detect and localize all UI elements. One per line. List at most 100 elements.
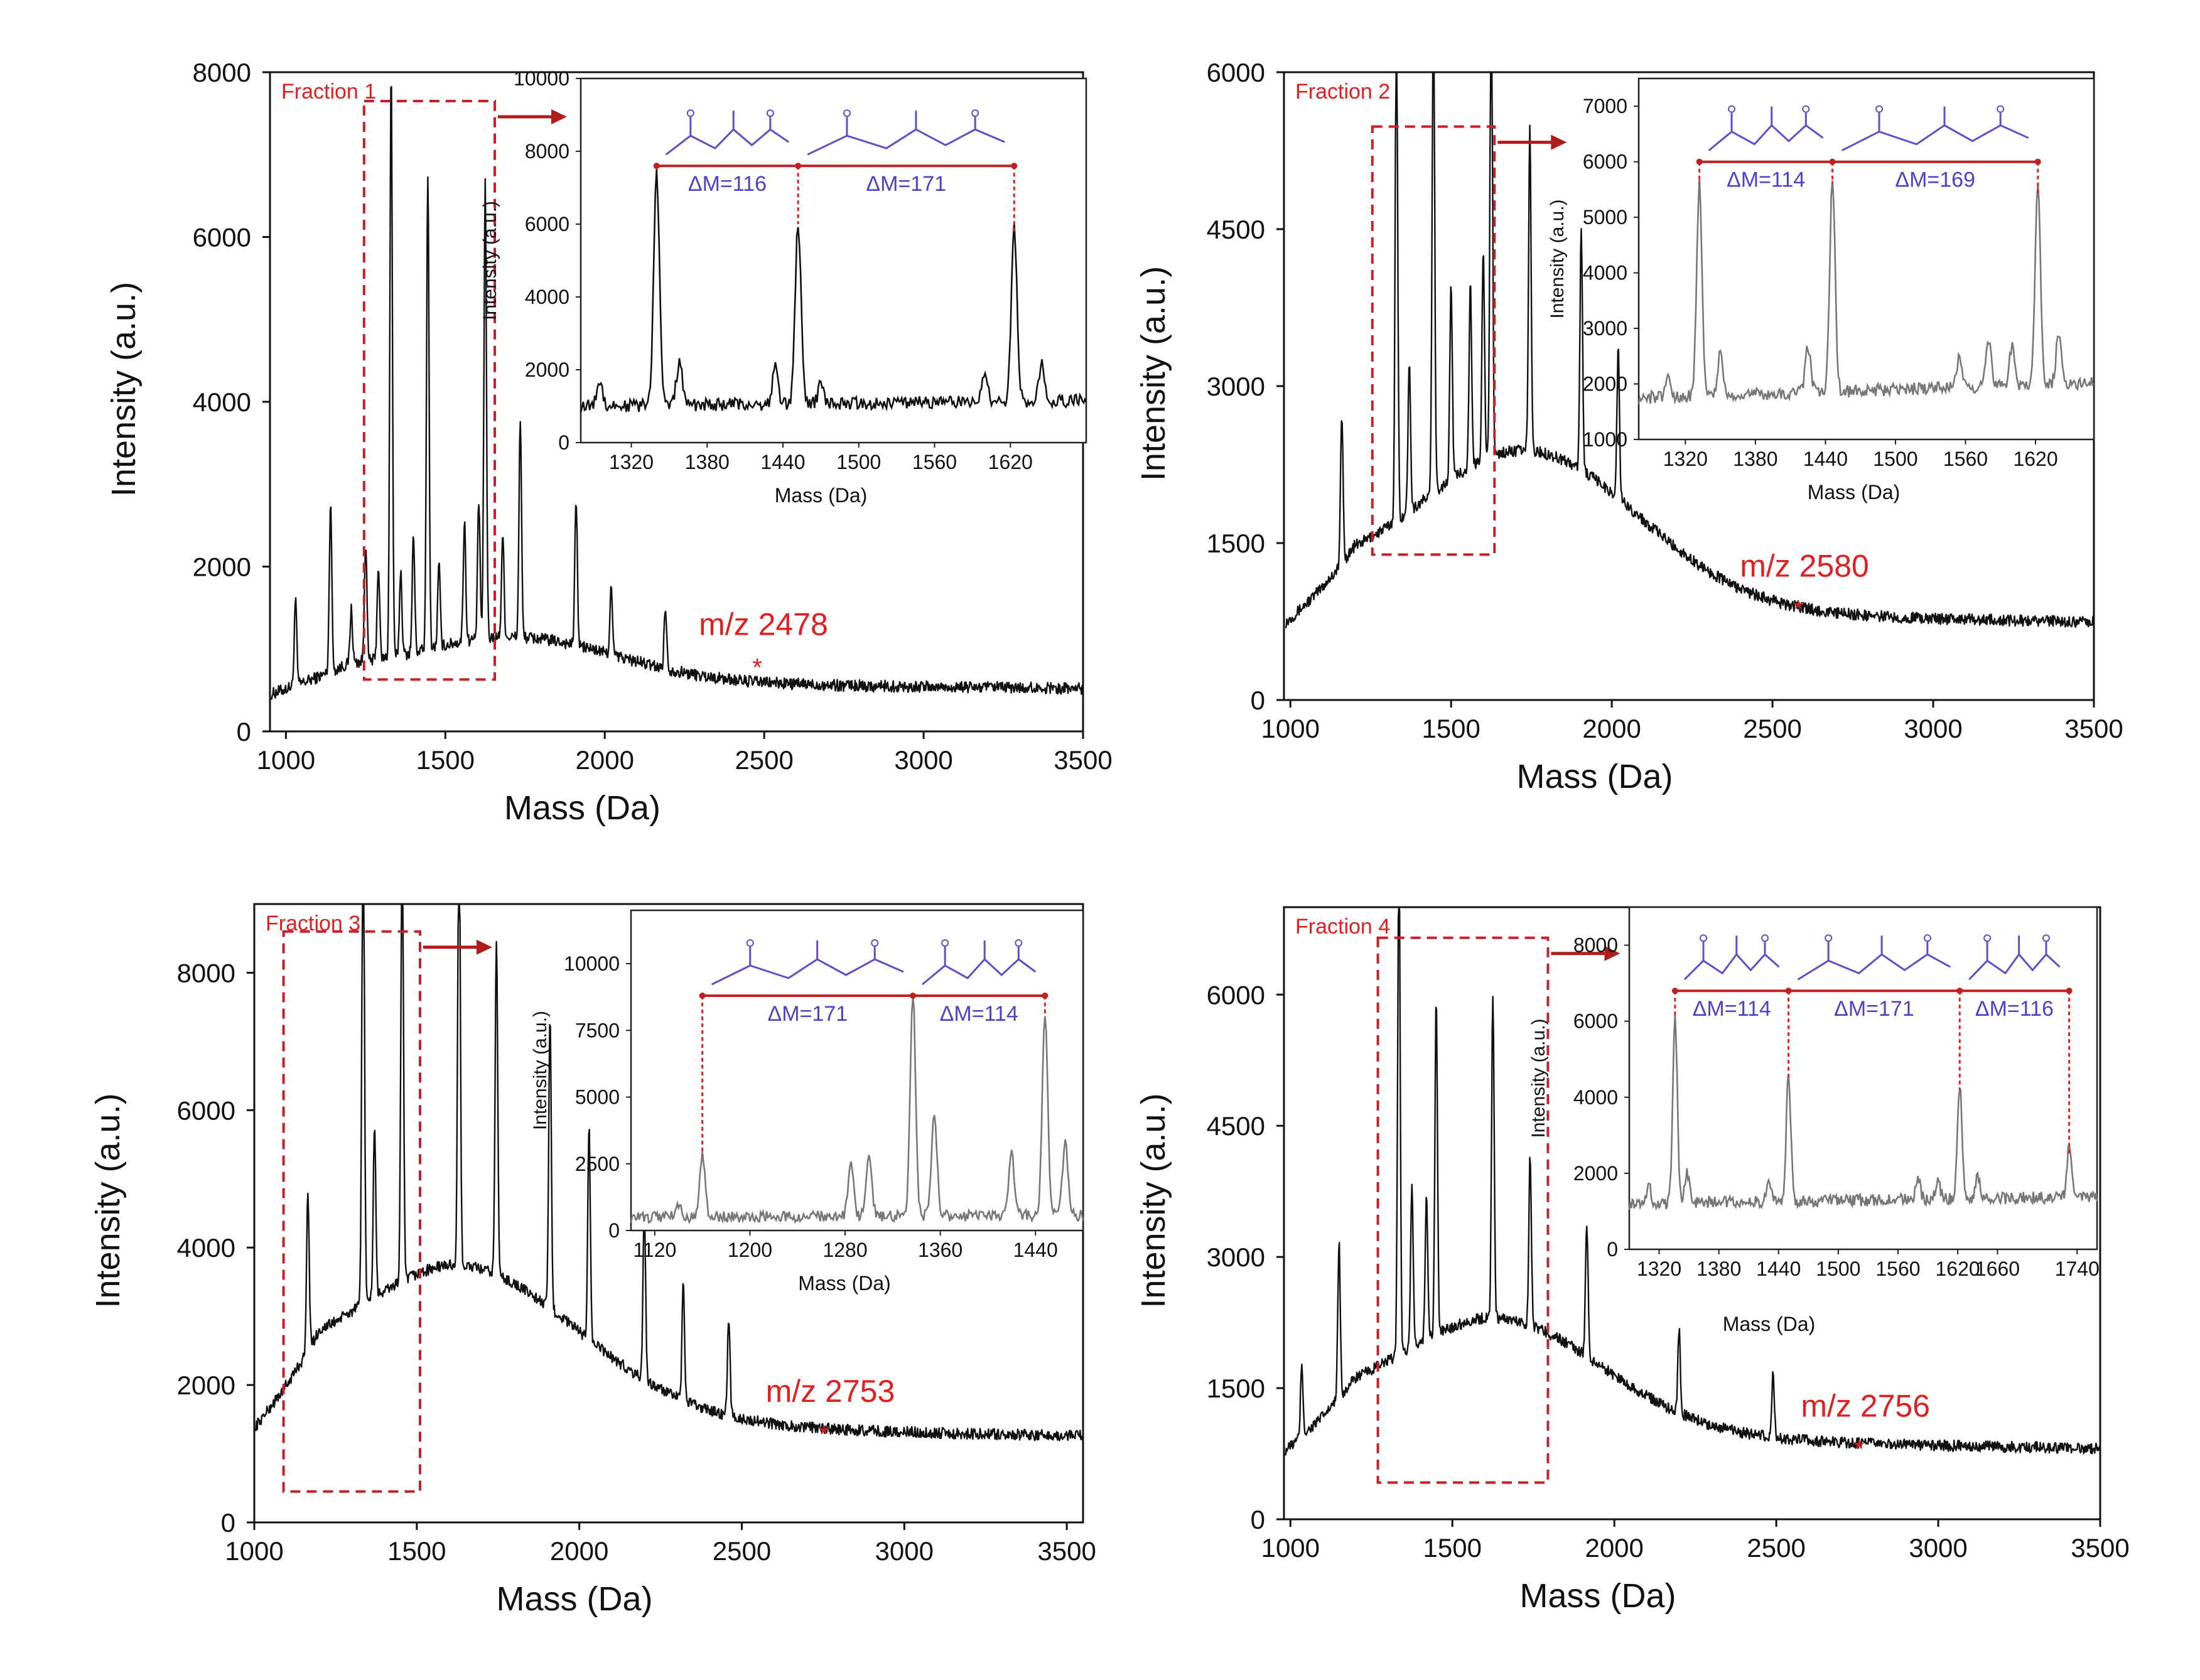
inset-x-tick-label: 1320 xyxy=(609,451,654,473)
x-tick-label: 3000 xyxy=(875,1536,934,1566)
x-axis-label: Mass (Da) xyxy=(1516,758,1673,795)
delta-node xyxy=(1042,993,1049,999)
inset-y-tick-label: 4000 xyxy=(1573,1086,1618,1109)
y-tick-label: 1500 xyxy=(1207,529,1265,558)
structure-atom xyxy=(1825,934,1833,942)
inset-x-tick-label: 1620 xyxy=(988,451,1033,473)
x-tick-label: 3000 xyxy=(1904,714,1962,743)
delta-node xyxy=(795,163,802,170)
y-tick-label: 3000 xyxy=(1207,1242,1265,1272)
inset-arrow-head xyxy=(477,939,492,955)
x-tick-label: 2000 xyxy=(576,745,634,775)
fraction-box xyxy=(1376,936,1550,1484)
fraction-box xyxy=(362,99,497,681)
panel-bottom-right: 1000 1500 2000 2500 3000 3500 0 1500 3000 4500 600… xyxy=(1135,906,2130,1615)
inset-x-tick-label: 1740 xyxy=(2055,1257,2100,1280)
y-axis-label: Intensity (a.u.) xyxy=(1135,266,1172,481)
inset-y-tick-label: 0 xyxy=(608,1219,620,1242)
x-tick-label: 1000 xyxy=(257,745,315,775)
y-tick-label: 2000 xyxy=(193,552,251,582)
inset-y-tick-label: 6000 xyxy=(1583,151,1627,173)
mz-annotation: m/z 2753 xyxy=(766,1374,895,1409)
structure-atom xyxy=(843,109,851,117)
inset-x-tick-label: 1320 xyxy=(1663,448,1708,470)
delta-node xyxy=(1829,158,1836,165)
fraction-label: Fraction 4 xyxy=(1295,915,1390,939)
inset-y-axis-label: Intensity (a.u.) xyxy=(480,201,500,320)
inset-top-right: 1320 1380 1440 1500 1560 1620 1000 2000 3000 4000… xyxy=(1547,77,2095,503)
inset-y-tick-label: 6000 xyxy=(1573,1010,1618,1033)
delta-node xyxy=(2066,988,2073,994)
inset-x-tick-label: 1620 xyxy=(1935,1257,1980,1280)
x-axis-label: Mass (Da) xyxy=(496,1580,652,1618)
delta-node xyxy=(2034,158,2041,165)
delta-mass-label: ΔM=169 xyxy=(1895,168,1975,192)
delta-mass-label: ΔM=114 xyxy=(1693,997,1771,1021)
fraction-label: Fraction 3 xyxy=(266,912,360,935)
inset-y-tick-label: 8000 xyxy=(1573,934,1618,957)
y-tick-label: 4500 xyxy=(1207,215,1265,244)
y-tick-label: 6000 xyxy=(1207,58,1265,87)
x-tick-label: 1500 xyxy=(416,745,475,775)
inset-y-tick-label: 5000 xyxy=(1583,206,1627,229)
inset-y-tick-label: 3000 xyxy=(1583,317,1627,340)
inset-y-tick-label: 4000 xyxy=(1583,262,1627,284)
x-tick-label: 3500 xyxy=(2064,714,2123,743)
y-tick-label: 6000 xyxy=(193,223,251,252)
inset-spectrum xyxy=(630,997,1084,1225)
delta-mass-label: ΔM=171 xyxy=(1834,997,1914,1021)
x-tick-label: 1500 xyxy=(1421,714,1480,743)
structure-atom xyxy=(871,939,879,947)
delta-node xyxy=(1671,988,1678,994)
structure-atom xyxy=(1015,939,1023,947)
y-tick-label: 0 xyxy=(237,717,251,746)
inset-y-tick-label: 0 xyxy=(558,431,569,454)
inset-y-tick-label: 0 xyxy=(1607,1238,1618,1261)
y-tick-label: 3000 xyxy=(1207,372,1265,401)
x-tick-label: 3000 xyxy=(1909,1533,1967,1563)
y-tick-label: 0 xyxy=(221,1508,235,1537)
inset-y-tick-label: 7000 xyxy=(1583,95,1627,117)
inset-y-tick-label: 8000 xyxy=(525,140,569,163)
y-axis-label: Intensity (a.u.) xyxy=(89,1093,127,1308)
structure-atom xyxy=(766,109,774,117)
delta-mass-label: ΔM=171 xyxy=(768,1002,848,1026)
mz-annotation: m/z 2478 xyxy=(699,607,828,642)
inset-x-tick-label: 1440 xyxy=(1803,448,1848,470)
delta-mass-label: ΔM=116 xyxy=(688,172,767,196)
inset-x-tick-label: 1440 xyxy=(1756,1257,1801,1280)
fraction-label: Fraction 2 xyxy=(1295,80,1390,104)
x-tick-label: 2000 xyxy=(550,1536,608,1566)
inset-x-tick-label: 1380 xyxy=(685,451,730,473)
inset-x-tick-label: 1360 xyxy=(918,1239,962,1261)
inset-x-tick-label: 1500 xyxy=(836,451,881,473)
x-tick-label: 2000 xyxy=(1582,714,1641,743)
x-tick-label: 1500 xyxy=(387,1536,446,1566)
inset-y-tick-label: 10000 xyxy=(514,67,569,90)
inset-x-axis-label: Mass (Da) xyxy=(1808,481,1901,503)
delta-node xyxy=(1011,163,1018,170)
x-tick-label: 3500 xyxy=(2071,1533,2129,1563)
x-axis-label: Mass (Da) xyxy=(504,789,661,827)
structure-atom xyxy=(1761,934,1769,942)
inset-x-tick-label: 1500 xyxy=(1873,448,1917,470)
inset-x-tick-label: 1200 xyxy=(728,1239,772,1261)
inset-frame xyxy=(580,77,1087,444)
inset-x-tick-label: 1320 xyxy=(1637,1257,1681,1280)
inset-y-tick-label: 6000 xyxy=(525,213,569,235)
mz-marker: * xyxy=(819,1421,829,1448)
inset-y-axis-label: Intensity (a.u.) xyxy=(1547,199,1568,318)
x-tick-label: 1000 xyxy=(225,1536,283,1566)
panel-top-right: 1000 1500 2000 2500 3000 3500 0 1500 3000 4500 600… xyxy=(1135,58,2123,795)
spectrum-line xyxy=(1285,71,2095,628)
y-tick-label: 0 xyxy=(1251,686,1265,715)
x-tick-label: 2000 xyxy=(1585,1533,1643,1563)
x-tick-label: 3500 xyxy=(1054,745,1112,775)
fraction-box xyxy=(1371,125,1496,556)
y-tick-label: 6000 xyxy=(1207,980,1265,1010)
delta-mass-label: ΔM=116 xyxy=(1975,997,2054,1021)
inset-y-tick-label: 7500 xyxy=(575,1019,620,1042)
inset-y-tick-label: 2000 xyxy=(1573,1162,1618,1185)
fraction-box xyxy=(282,930,421,1493)
